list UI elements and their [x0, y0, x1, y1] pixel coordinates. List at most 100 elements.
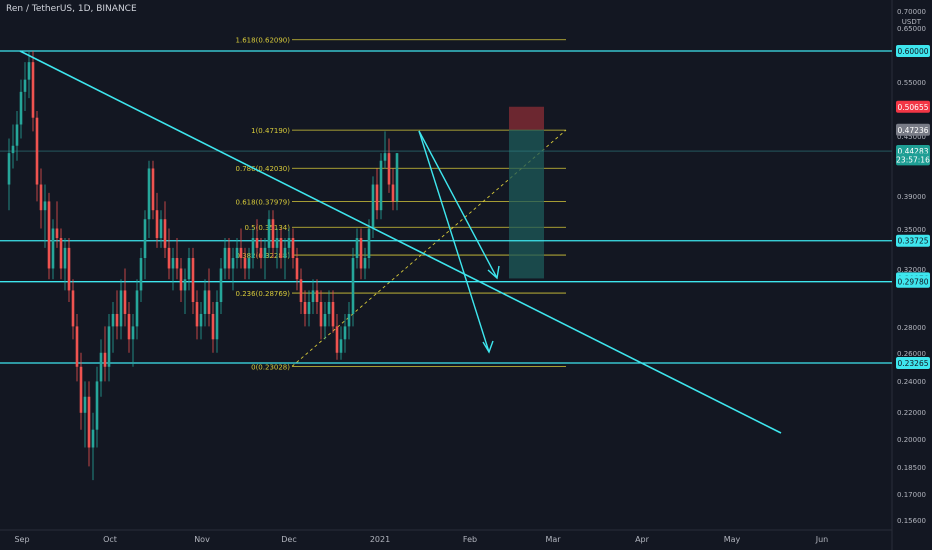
candle-body	[203, 290, 207, 314]
candle-body	[27, 62, 31, 80]
candle-body	[267, 219, 271, 248]
candle-body	[379, 160, 383, 211]
candle-body	[171, 258, 175, 269]
stop-loss-zone	[509, 106, 544, 130]
candle-body	[139, 258, 143, 291]
candle-body	[359, 238, 363, 269]
price-label: 0.44283	[897, 147, 928, 156]
candle-body	[207, 290, 211, 314]
candle-body	[251, 238, 255, 259]
candle-body	[71, 290, 75, 327]
candle-body	[339, 339, 343, 353]
candle-body	[391, 184, 395, 202]
x-tick-label: Mar	[545, 535, 561, 544]
candle-body	[395, 153, 399, 202]
x-tick-label: 2021	[370, 535, 390, 544]
candle-body	[99, 352, 103, 382]
candle-body	[303, 301, 307, 314]
candle-body	[331, 301, 335, 327]
candle-body	[95, 381, 99, 430]
candle-body	[51, 228, 55, 269]
candle-body	[107, 326, 111, 367]
candle-body	[211, 313, 215, 340]
candle-body	[119, 290, 123, 327]
candle-body	[363, 258, 367, 269]
candle-body	[91, 429, 95, 448]
candle-body	[235, 247, 239, 259]
candle-body	[283, 247, 287, 259]
candle-body	[243, 258, 247, 269]
candle-body	[135, 290, 139, 327]
y-tick-label: 0.65000	[897, 25, 926, 33]
fib-level-label: 0.236(0.28769)	[236, 290, 291, 298]
y-tick-label: 0.28000	[897, 324, 926, 332]
candle-body	[215, 301, 219, 340]
price-label: 23:57:16	[896, 155, 930, 164]
candle-body	[83, 396, 87, 413]
y-tick-label: 0.26000	[897, 350, 926, 358]
projection-arrow-2	[418, 130, 490, 353]
candle-body	[75, 326, 79, 367]
candle-body	[31, 62, 35, 118]
y-tick-label: 0.39000	[897, 193, 926, 201]
candle-body	[223, 247, 227, 269]
x-tick-label: Sep	[14, 535, 29, 544]
candle-body	[295, 258, 299, 280]
candle-body	[347, 313, 351, 327]
take-profit-zone	[509, 129, 544, 279]
candle-body	[23, 79, 27, 92]
candle-body	[131, 326, 135, 340]
candle-body	[343, 326, 347, 340]
price-label-box	[896, 45, 930, 57]
candle-body	[59, 238, 63, 269]
price-label: 0.47236	[897, 126, 928, 135]
candle-body	[255, 238, 259, 248]
candle-body	[239, 247, 243, 259]
candle-body	[87, 396, 91, 448]
price-label-box	[896, 234, 930, 247]
candle-body	[299, 279, 303, 302]
candle-body	[143, 219, 147, 259]
y-tick-label: 0.20000	[897, 436, 926, 444]
candle-body	[387, 153, 391, 185]
y-tick-label: 0.24000	[897, 378, 926, 386]
projection-arrow-1	[418, 130, 498, 279]
candle-body	[55, 228, 59, 239]
candle-body	[291, 238, 295, 259]
fib-level-label: 0.382(0.32288)	[236, 252, 291, 260]
price-label: 0.33725	[897, 237, 928, 246]
chart-title: Ren / TetherUS, 1D, BINANCE	[6, 4, 137, 14]
projection-arrow-2-head	[482, 340, 494, 354]
candle-body	[351, 258, 355, 314]
candle-body	[187, 258, 191, 280]
price-label: 0.50655	[897, 103, 928, 112]
y-tick-label: 0.32000	[897, 266, 926, 274]
y-tick-label: 0.35000	[897, 226, 926, 234]
candle-body	[263, 247, 267, 259]
currency-label: USDT	[902, 18, 922, 26]
price-label-box	[896, 153, 930, 166]
candle-body	[319, 301, 323, 327]
x-tick-label: Apr	[635, 535, 650, 544]
x-tick-label: Dec	[281, 535, 296, 544]
candle-body	[47, 201, 51, 269]
candle-body	[39, 184, 43, 211]
candle-body	[375, 184, 379, 211]
x-tick-label: Jun	[815, 535, 829, 544]
candle-body	[311, 290, 315, 302]
candle-body	[247, 258, 251, 269]
candle-body	[279, 238, 283, 259]
candle-body	[79, 366, 83, 413]
candle-body	[371, 184, 375, 229]
fib-level-label: 1.618(0.62090)	[236, 37, 291, 45]
candle-body	[151, 168, 155, 211]
candle-body	[195, 301, 199, 327]
candle-body	[175, 258, 179, 269]
candle-body	[167, 247, 171, 269]
y-tick-label: 0.17000	[897, 491, 926, 499]
price-label-box	[896, 123, 930, 136]
x-tick-label: Oct	[103, 535, 117, 544]
candle-body	[147, 168, 151, 220]
